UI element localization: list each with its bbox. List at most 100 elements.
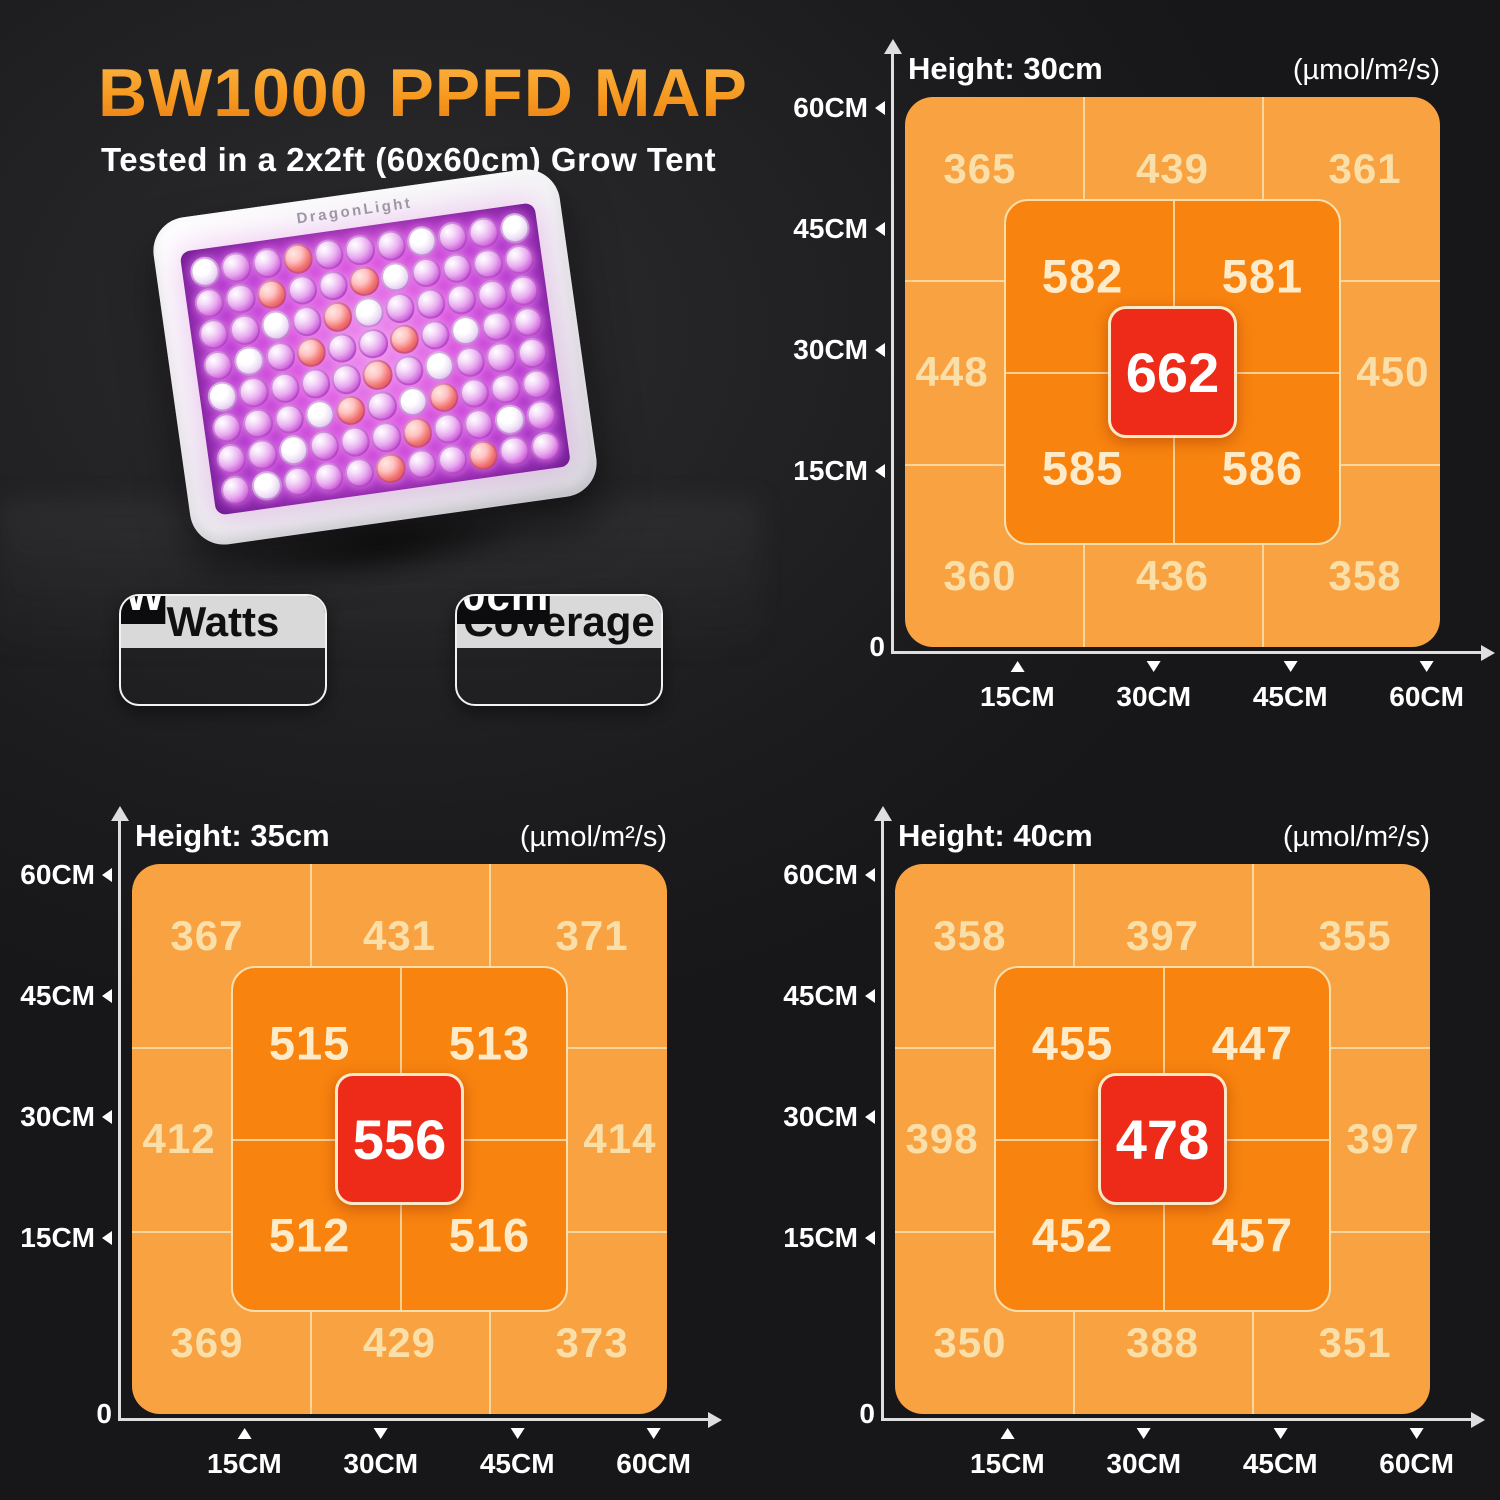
led-array [179,202,572,516]
ppfd-grid: 358 397 355 398 397 350 388 351 455 447 452 457 478 [895,864,1430,1414]
led-dot [489,371,523,406]
led-dot [440,251,474,285]
led-dot [312,237,346,271]
led-dot [259,308,293,342]
ppfd-peak-value: 478 [1115,1107,1210,1171]
led-dot [343,455,377,490]
led-dot [400,415,434,450]
led-dot [241,406,275,440]
tick-marker-icon [865,1231,875,1245]
led-dot [409,255,443,289]
led-dot [356,326,390,361]
led-dot [352,295,386,329]
y-axis-tick: 15CM [20,1222,112,1254]
led-dot [427,380,461,414]
led-dot [506,273,541,308]
tick-marker-icon [1136,1428,1151,1439]
ppfd-peak-value: 556 [352,1107,447,1171]
tick-marker-icon [1273,1428,1288,1439]
x-axis-tick: 60CM [616,1428,691,1480]
grow-light-panel: DragonLight [149,165,601,549]
x-axis [118,1418,710,1421]
led-dot [329,362,364,396]
led-dot [276,433,310,467]
led-dot [383,291,417,325]
x-axis-tick-label: 60CM [1389,681,1464,712]
led-dot [281,241,315,276]
y-axis-tick-label: 15CM [793,455,868,486]
x-axis-tick-label: 15CM [206,1448,282,1479]
led-dot [201,348,235,382]
y-axis-tick: 45CM [793,213,885,245]
y-axis-tick-label: 0 [869,631,885,662]
led-dot [338,424,372,458]
led-dot [498,211,532,245]
x-axis-tick: 45CM [1253,661,1328,713]
led-dot [294,335,328,369]
y-axis-tick: 60CM [20,859,112,891]
ppfd-value: 431 [362,911,437,959]
y-axis-tick-label: 60CM [793,92,868,123]
tick-marker-icon [1419,661,1434,672]
tick-marker-icon [1283,661,1298,672]
ppfd-value: 398 [905,1115,979,1162]
tick-marker-icon [875,464,885,478]
y-axis-tick-label: 0 [859,1398,875,1429]
y-axis-tick: 60CM [793,92,885,124]
led-dot [520,367,554,401]
led-dot [484,340,518,374]
led-dot [445,282,479,316]
led-dot [285,273,319,307]
led-dot [281,464,315,498]
tick-marker-icon [1000,1428,1015,1439]
ppfd-value: 361 [1328,144,1402,192]
y-axis-tick: 30CM [783,1101,875,1133]
led-dot [232,344,266,378]
y-axis-arrow-icon [111,806,129,821]
ppfd-center-zone: 662 [1108,306,1237,438]
led-dot [214,442,248,476]
chart-header: Height: 30cm (µmol/m²/s) [908,51,1440,87]
led-dot [453,344,487,379]
x-axis-tick: 30CM [1116,661,1191,713]
ppfd-value: 516 [448,1208,531,1262]
x-axis [881,1418,1473,1421]
chart-unit-label: (µmol/m²/s) [1292,54,1440,86]
ppfd-value: 512 [268,1208,351,1262]
led-dot [369,420,403,454]
led-dot [312,460,346,494]
ppfd-value: 397 [1346,1115,1420,1162]
led-dot [360,357,395,392]
led-dot [210,410,244,445]
y-axis-tick: 45CM [20,980,112,1012]
y-axis-tick-label: 15CM [783,1222,858,1253]
ppfd-value: 351 [1318,1318,1392,1366]
tick-marker-icon [875,343,885,357]
y-axis-tick-label: 45CM [20,980,95,1011]
ppfd-center-zone: 556 [335,1073,464,1205]
tick-marker-icon [373,1428,388,1439]
ppfd-inner-zone: 582 581 585 586 [1003,198,1342,546]
led-dot [219,473,253,507]
chart-height-label: Height: 35cm [135,818,330,853]
led-dot [467,215,501,250]
led-dot [206,379,240,413]
led-dot [197,317,231,351]
y-axis-tick-label: 60CM [783,859,858,890]
y-axis-tick-label: 15CM [20,1222,95,1253]
led-dot [497,434,532,468]
x-axis-tick: 30CM [1106,1428,1181,1480]
y-axis-tick: 30CM [793,334,885,366]
led-dot [414,286,448,321]
page-subtitle: Tested in a 2x2ft (60x60cm) Grow Tent [101,141,717,178]
chart-height-30cm: Height: 30cm (µmol/m²/s) 365 439 361 448 450 36… [793,37,1500,797]
ppfd-value: 373 [555,1318,629,1366]
led-dot [391,353,425,387]
x-axis-tick: 15CM [207,1428,282,1480]
led-dot [334,393,368,427]
ppfd-value: 515 [268,1016,351,1070]
y-axis-tick: 30CM [20,1101,112,1133]
led-dot [405,224,439,258]
x-axis-arrow-icon [1481,645,1495,661]
tick-marker-icon [102,989,112,1003]
